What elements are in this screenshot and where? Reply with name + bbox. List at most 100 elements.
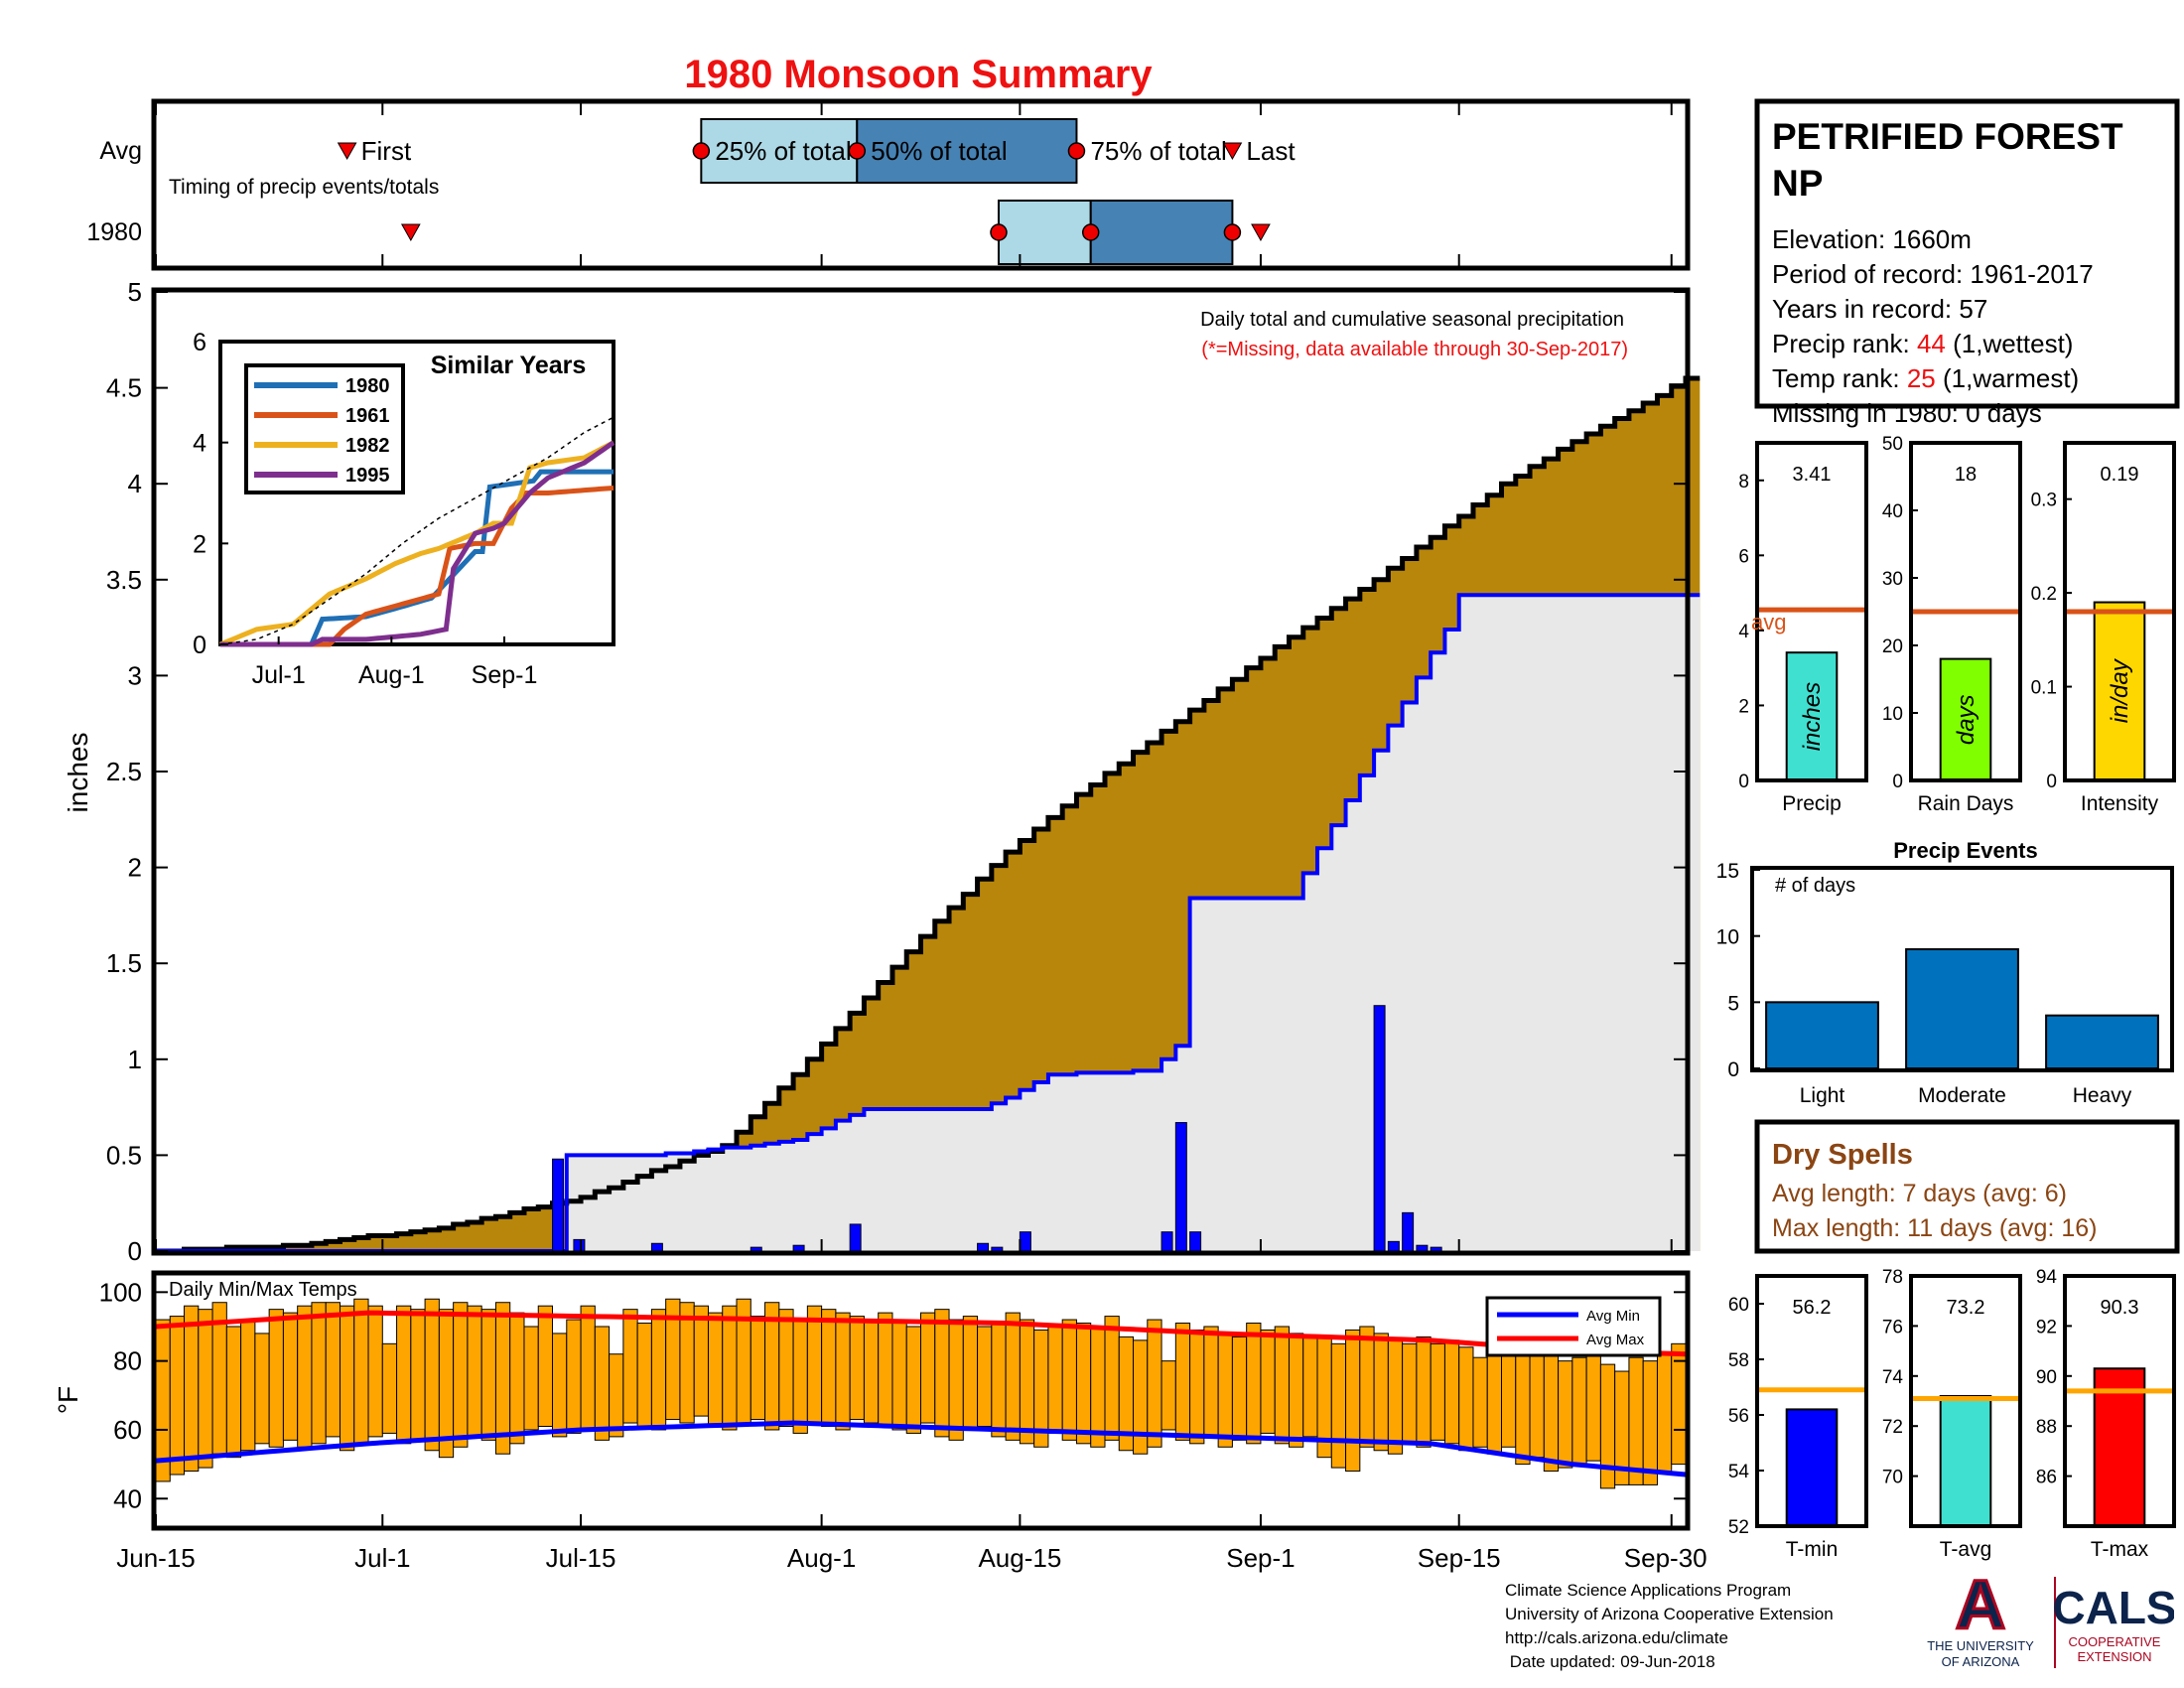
inset-series-1995 — [220, 440, 615, 647]
temp-ylabel: °F — [53, 1386, 83, 1414]
daily-temp-bar — [1274, 1326, 1290, 1445]
legend-avg-max-label: Avg Max — [1586, 1332, 1645, 1348]
t-max-value-label: 90.3 — [2101, 1297, 2139, 1319]
precip-ytick-label: 2.5 — [106, 757, 142, 786]
daily-temp-bar — [821, 1309, 837, 1427]
daily-temp-bar — [339, 1305, 355, 1452]
timing-box-p25-p50 — [997, 200, 1092, 265]
timing-panel: First Last 25% of total 50% of total 75% of … — [86, 98, 1691, 271]
rain-days-ytick-label: 30 — [1882, 569, 1903, 590]
precip-ytick-label: 4.5 — [106, 373, 142, 403]
intensity-category-label: Intensity — [2081, 792, 2159, 815]
t-max-ytick-label: 90 — [2036, 1367, 2057, 1388]
temp-title: Daily Min/Max Temps — [169, 1279, 357, 1301]
daily-temp-bar — [948, 1319, 964, 1441]
t-max-bar — [2093, 1367, 2146, 1527]
t-avg-category-label: T-avg — [1940, 1538, 1992, 1561]
daily-temp-bar — [1443, 1339, 1460, 1445]
precip-value-label: 3.41 — [1793, 464, 1832, 486]
t-max-ytick-label: 86 — [2036, 1468, 2057, 1488]
daily-temp-bar — [523, 1326, 539, 1431]
date-xtick-label: Jul-1 — [354, 1543, 410, 1573]
daily-temp-bar — [1558, 1360, 1573, 1469]
daily-temp-bar — [849, 1316, 865, 1421]
timing-triangle-last — [1251, 223, 1271, 242]
intensity-ytick-label: 0 — [2046, 772, 2057, 792]
daily-temp-bar — [1387, 1339, 1404, 1455]
daily-temp-bar — [835, 1312, 851, 1431]
daily-temp-bar — [480, 1309, 496, 1441]
daily-temp-bar — [1160, 1360, 1176, 1431]
inset-legend-label-1995: 1995 — [345, 465, 390, 487]
inset-series-1982 — [219, 440, 615, 647]
footer-url[interactable]: http://cals.arizona.edu/climate — [1505, 1628, 1728, 1647]
precip-panel-frame — [1755, 441, 1868, 782]
precip-events-chart: Precip Events Light Moderate Heavy 0 5 10 15 #… — [1716, 838, 2174, 1107]
daily-temp-bar — [1047, 1326, 1063, 1434]
daily-temp-bar — [155, 1319, 171, 1482]
daily-temp-bar — [1075, 1323, 1092, 1445]
daily-temp-bar — [1585, 1339, 1601, 1462]
daily-temp-bar — [920, 1312, 936, 1424]
daily-precip-bar — [991, 1246, 1004, 1252]
timing-p50-label: 50% of total — [871, 136, 1007, 166]
t-min-ytick-label: 52 — [1728, 1517, 1749, 1538]
daily-temp-bar — [878, 1312, 893, 1427]
timing-row-avg: Avg — [99, 137, 142, 165]
daily-precip-bar — [1174, 1122, 1187, 1252]
dry-spells-avg: Avg length: 7 days (avg: 6) — [1772, 1180, 2067, 1207]
inset-ytick-label: 2 — [193, 530, 206, 558]
precip-event-bar-moderate — [1905, 948, 2019, 1069]
station-elevation: Elevation: 1660m — [1772, 224, 1972, 254]
daily-temp-bar — [1260, 1329, 1276, 1434]
temp-line-avg-max — [155, 1310, 1687, 1357]
inset-legend-label-1982: 1982 — [345, 435, 390, 457]
date-xtick-label: Sep-15 — [1418, 1543, 1501, 1573]
inset-ytick-label: 6 — [193, 329, 206, 356]
temp-ytick-label: 40 — [113, 1483, 142, 1513]
intensity-panel-frame — [2063, 441, 2176, 782]
precip-bar-text: inches — [1799, 682, 1826, 751]
daily-temp-bar — [1529, 1342, 1545, 1459]
daily-temp-bar — [1345, 1329, 1361, 1473]
daily-temp-bar — [905, 1326, 922, 1434]
daily-temp-bar — [396, 1305, 412, 1445]
precip-chart: 0 0.5 1 1.5 2 2.5 3 3.5 4 4.5 5 inches Daily total… — [63, 277, 1701, 1266]
timing-first-label: First — [361, 136, 412, 166]
daily-precip-bar — [849, 1223, 862, 1252]
precip-event-label-light: Light — [1800, 1084, 1845, 1107]
daily-temp-bar — [453, 1302, 469, 1448]
station-temp-rank: Temp rank: 25 (1,warmest) — [1772, 363, 2079, 393]
rain-days-value-label: 18 — [1955, 464, 1977, 486]
t-max-category-label: T-max — [2091, 1538, 2149, 1561]
daily-temp-bar — [1217, 1333, 1233, 1448]
temp-legend-box — [1485, 1296, 1662, 1357]
rain-days-ytick-label: 20 — [1882, 636, 1903, 657]
daily-temp-bar — [1628, 1356, 1644, 1485]
ua-a-icon: A — [1956, 1569, 2006, 1643]
t-avg-ytick-label: 74 — [1882, 1367, 1904, 1388]
daily-temp-bar — [367, 1305, 383, 1438]
daily-temp-bar — [977, 1326, 993, 1427]
daily-temp-bar — [410, 1309, 426, 1441]
precip-ytick-label: 2 — [1738, 696, 1749, 717]
daily-precip-bar — [650, 1242, 663, 1252]
daily-temp-bar — [1133, 1339, 1149, 1455]
precip-events-ylabel: # of days — [1775, 875, 1855, 897]
date-xtick-label: Aug-1 — [787, 1543, 856, 1573]
precip-ytick-label: 5 — [128, 277, 142, 307]
precip-event-bar-light — [1765, 1001, 1879, 1069]
daily-temp-bar — [863, 1319, 880, 1424]
precip-events-ytick-label: 5 — [1727, 992, 1739, 1015]
daily-temp-bar — [353, 1298, 369, 1445]
daily-temp-bar — [467, 1305, 482, 1438]
daily-temp-bar — [566, 1319, 582, 1434]
timing-p25-label: 25% of total — [715, 136, 851, 166]
daily-temp-bar — [1543, 1353, 1560, 1473]
precip-events-ytick-label: 0 — [1727, 1058, 1739, 1081]
station-period: Period of record: 1961-2017 — [1772, 259, 2094, 289]
timing-box-p50-p75 — [856, 118, 1078, 184]
daily-temp-bar — [1302, 1336, 1318, 1438]
daily-precip-bar — [1416, 1244, 1429, 1252]
timing-marker-p75 — [1067, 142, 1086, 160]
